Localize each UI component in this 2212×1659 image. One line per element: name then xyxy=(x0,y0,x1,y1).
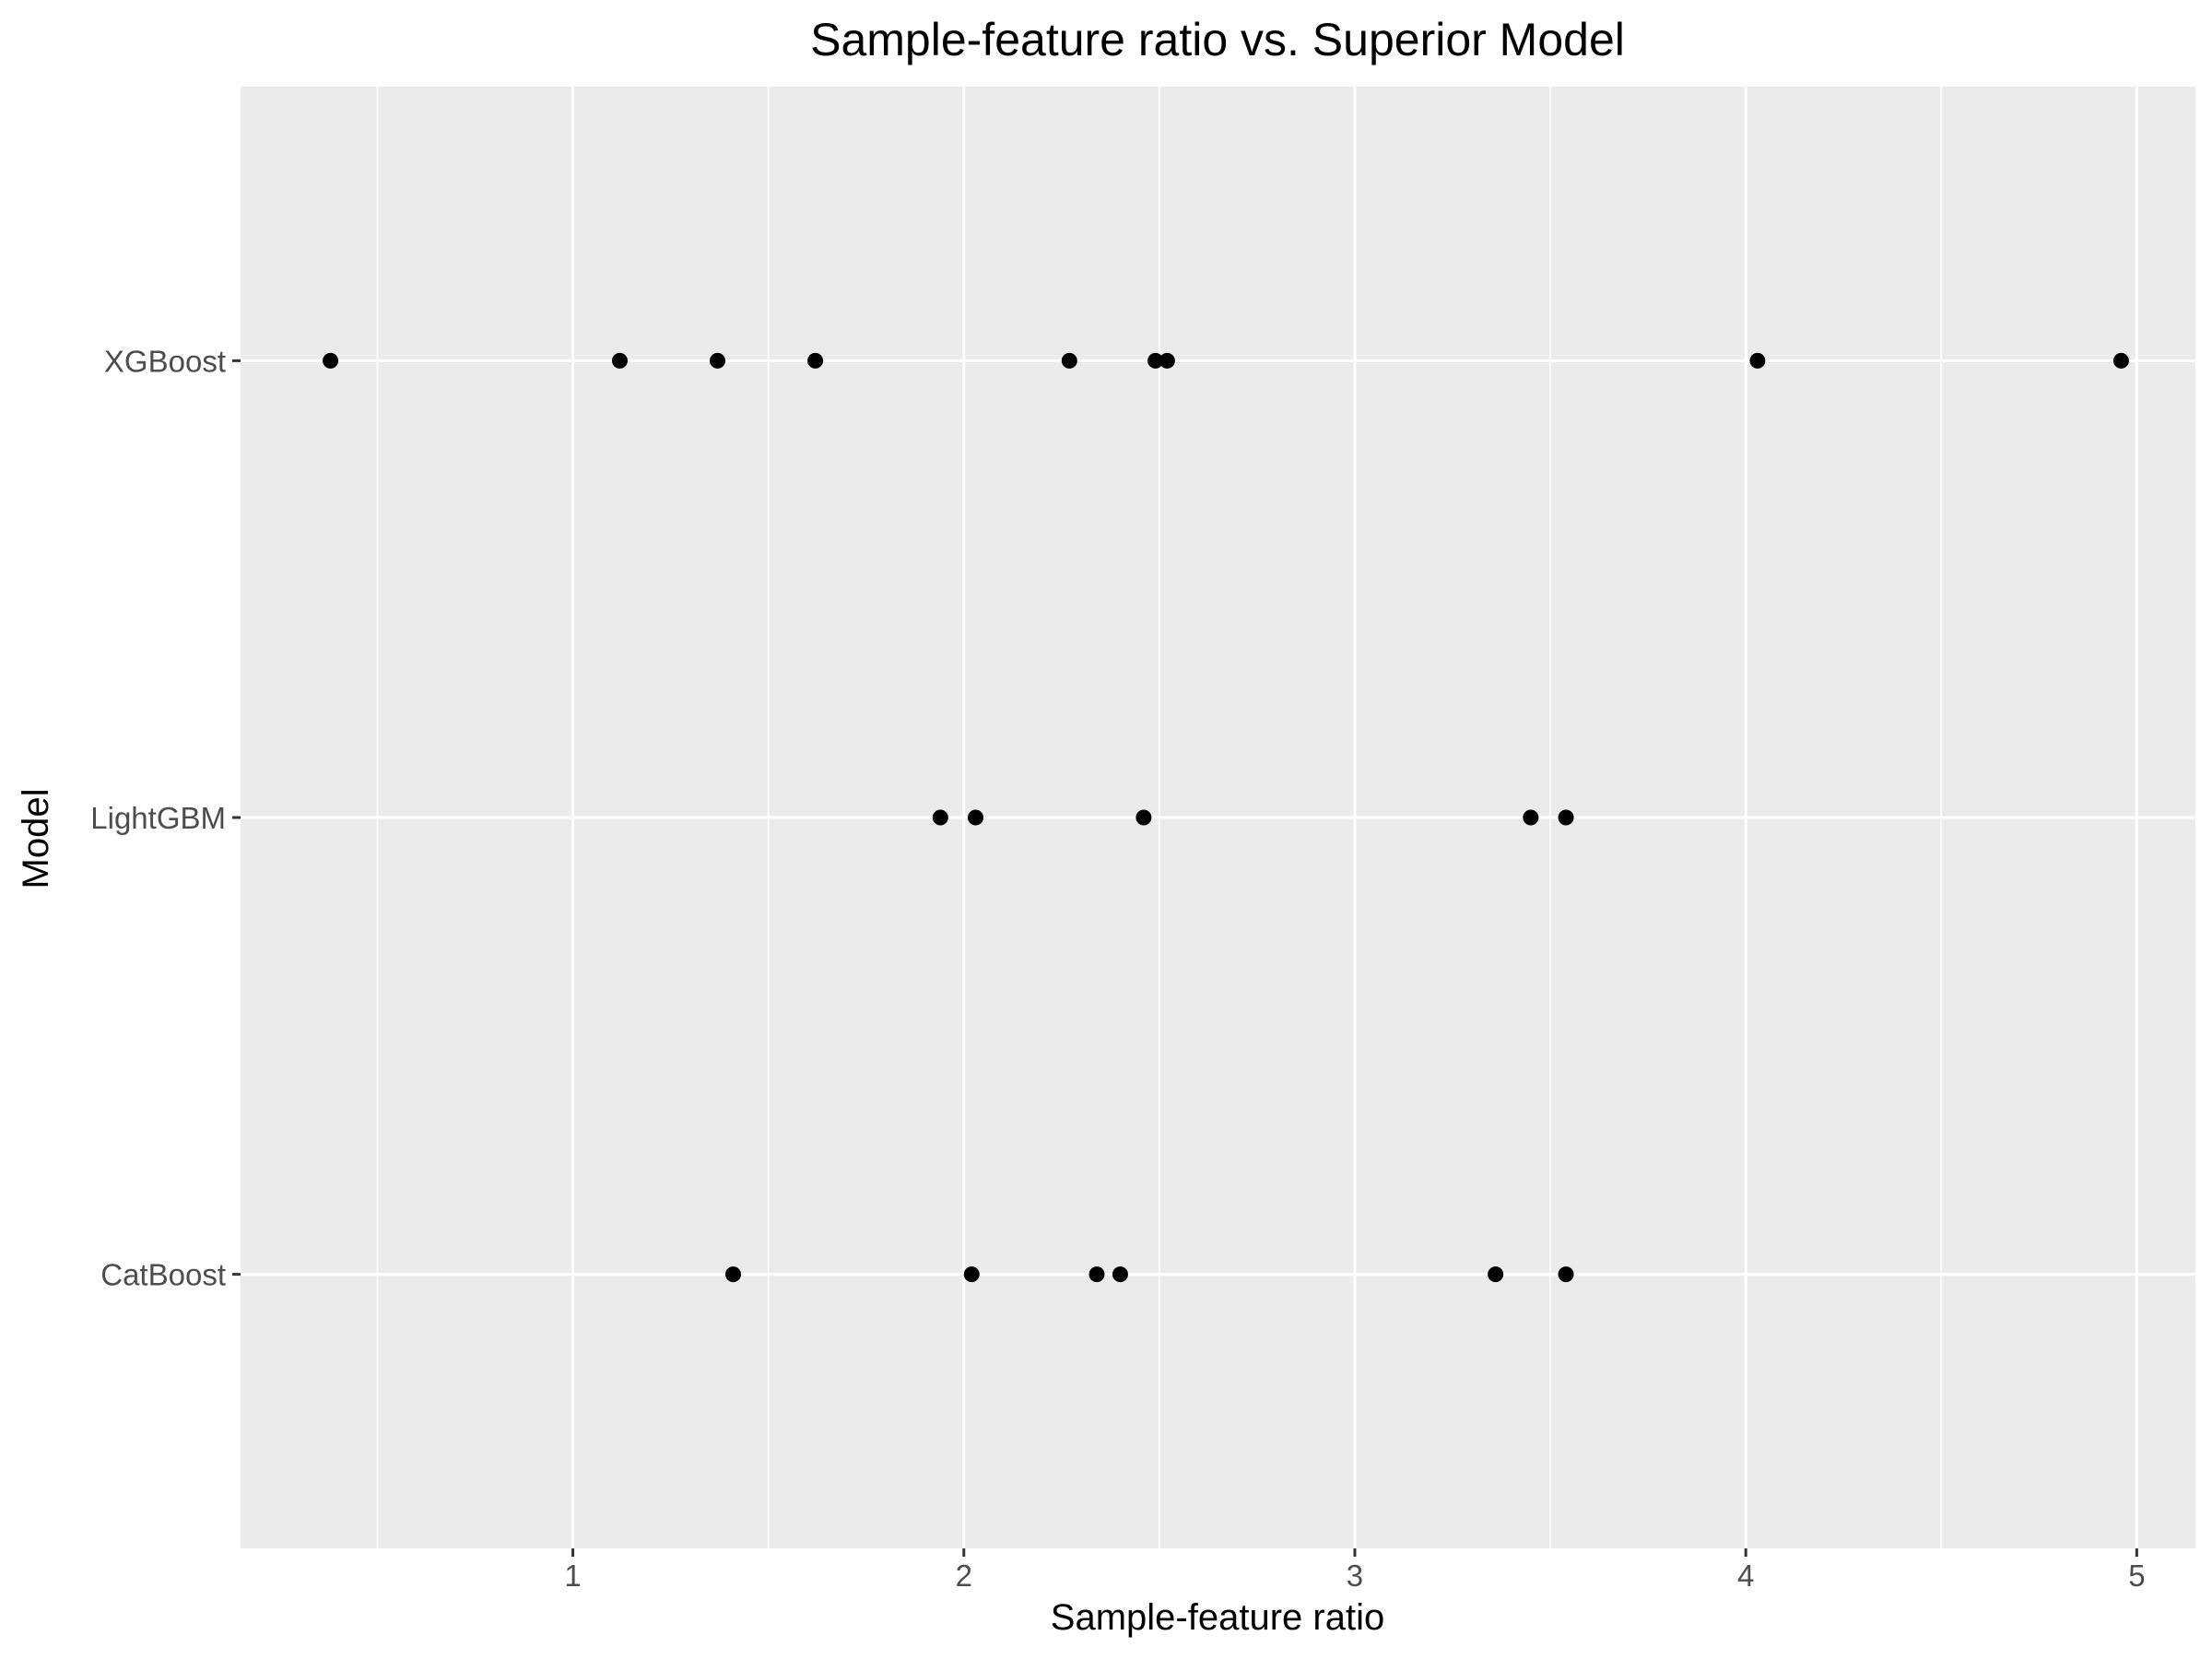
y-axis-title: Model xyxy=(16,789,56,889)
data-point-lightgbm xyxy=(1523,809,1539,826)
data-point-lightgbm xyxy=(932,809,948,826)
data-point-catboost xyxy=(724,1266,741,1283)
data-point-catboost xyxy=(1488,1266,1504,1283)
data-point-catboost xyxy=(1112,1266,1128,1283)
data-point-lightgbm xyxy=(1558,809,1574,826)
x-tick-label: 5 xyxy=(2128,1559,2145,1593)
data-point-xgboost xyxy=(1147,352,1164,369)
data-point-lightgbm xyxy=(1135,809,1152,826)
data-point-catboost xyxy=(963,1266,980,1283)
y-tick-label: CatBoost xyxy=(100,1258,226,1292)
data-points xyxy=(323,352,2129,1283)
data-point-xgboost xyxy=(1159,352,1175,369)
x-axis-title: Sample-feature ratio xyxy=(1051,1597,1384,1638)
data-point-xgboost xyxy=(323,352,339,369)
grid-lines xyxy=(241,87,2195,1548)
data-point-xgboost xyxy=(1749,352,1766,369)
data-point-xgboost xyxy=(1061,352,1077,369)
data-point-xgboost xyxy=(2112,352,2129,369)
data-point-xgboost xyxy=(611,352,628,369)
y-tick-label: XGBoost xyxy=(104,344,226,378)
data-point-xgboost xyxy=(710,352,726,369)
y-tick-label: LightGBM xyxy=(90,801,226,835)
data-point-xgboost xyxy=(807,352,824,369)
chart-title: Sample-feature ratio vs. Superior Model xyxy=(810,14,1625,65)
data-point-catboost xyxy=(1558,1266,1574,1283)
x-tick-label: 1 xyxy=(564,1559,581,1593)
x-tick-label: 4 xyxy=(1737,1559,1754,1593)
data-point-catboost xyxy=(1088,1266,1105,1283)
x-tick-label: 2 xyxy=(956,1559,972,1593)
data-point-lightgbm xyxy=(967,809,983,826)
axes: 1 2 3 4 5 CatBoost LightGBM XGBoost xyxy=(90,344,2145,1593)
x-tick-label: 3 xyxy=(1347,1559,1363,1593)
